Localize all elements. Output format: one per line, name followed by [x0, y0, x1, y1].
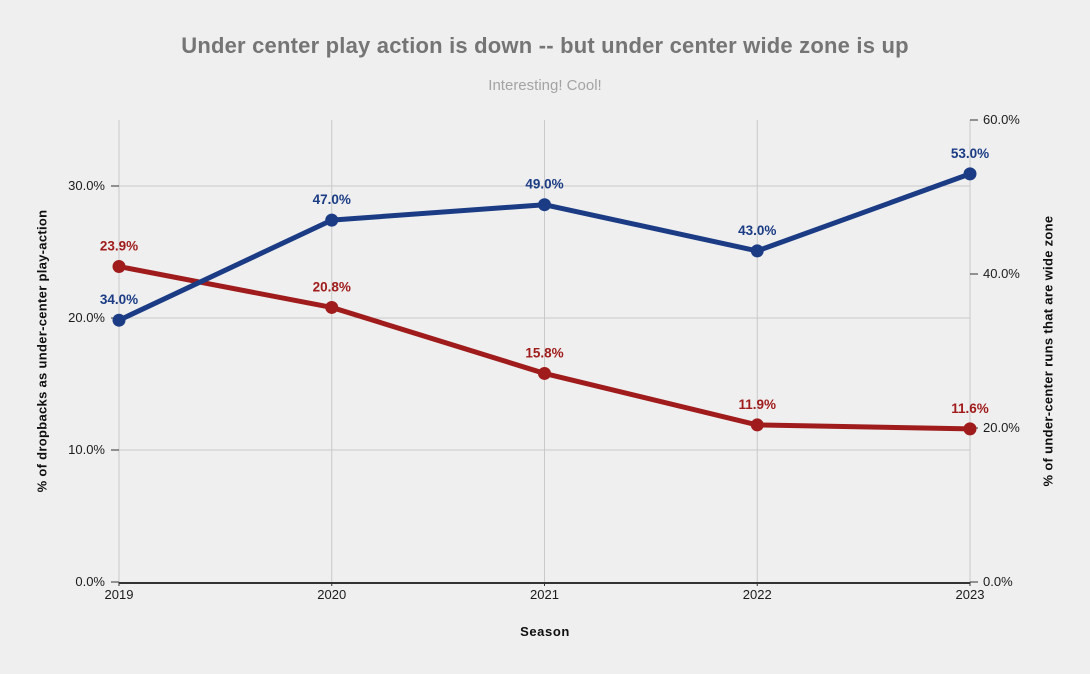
- x-tick-label: 2020: [317, 587, 347, 602]
- data-point: [112, 313, 126, 327]
- plot-area: 23.9% 20.8% 15.8% 11.9% 11.6% 34.0% 47.0% 49.0%…: [100, 119, 989, 586]
- chart-title: Under center play action is down -- but …: [181, 33, 909, 58]
- data-label: 11.6%: [951, 401, 989, 416]
- right-y-tick-label: 0.0%: [983, 574, 1013, 589]
- data-label: 11.9%: [738, 397, 776, 412]
- x-axis-title: Season: [520, 624, 570, 639]
- data-point: [963, 167, 977, 181]
- data-label: 53.0%: [951, 146, 989, 161]
- left-y-tick-label: 0.0%: [75, 574, 105, 589]
- right-y-tick-label: 60.0%: [983, 112, 1020, 127]
- data-label: 34.0%: [100, 292, 138, 307]
- x-tick-label: 2022: [742, 587, 772, 602]
- data-point: [538, 366, 551, 380]
- data-point: [538, 198, 551, 212]
- chart-svg: 23.9% 20.8% 15.8% 11.9% 11.6% 34.0% 47.0% 49.0%…: [100, 119, 989, 586]
- chart-subtitle: Interesting! Cool!: [488, 77, 602, 94]
- data-point: [750, 418, 764, 432]
- left-y-tick-label: 30.0%: [68, 178, 105, 193]
- data-point: [963, 422, 977, 436]
- x-tick-label: 2019: [104, 587, 134, 602]
- x-tick-label: 2023: [955, 587, 985, 602]
- data-label: 47.0%: [313, 192, 351, 207]
- data-label: 49.0%: [525, 177, 563, 192]
- data-label: 15.8%: [525, 345, 563, 360]
- data-point: [325, 213, 339, 227]
- x-tick-label: 2021: [530, 587, 559, 602]
- data-label: 20.8%: [313, 279, 351, 294]
- right-axis-title: % of under-center runs that are wide zon…: [1040, 215, 1056, 487]
- left-y-tick-label: 20.0%: [68, 310, 105, 325]
- right-y-tick-label: 40.0%: [983, 266, 1020, 281]
- data-point: [325, 300, 339, 314]
- data-point: [750, 244, 764, 258]
- data-point: [112, 260, 126, 274]
- right-y-tick-label: 20.0%: [983, 420, 1020, 435]
- data-label: 23.9%: [100, 239, 138, 254]
- data-label: 43.0%: [738, 223, 776, 238]
- left-y-tick-label: 10.0%: [68, 442, 105, 457]
